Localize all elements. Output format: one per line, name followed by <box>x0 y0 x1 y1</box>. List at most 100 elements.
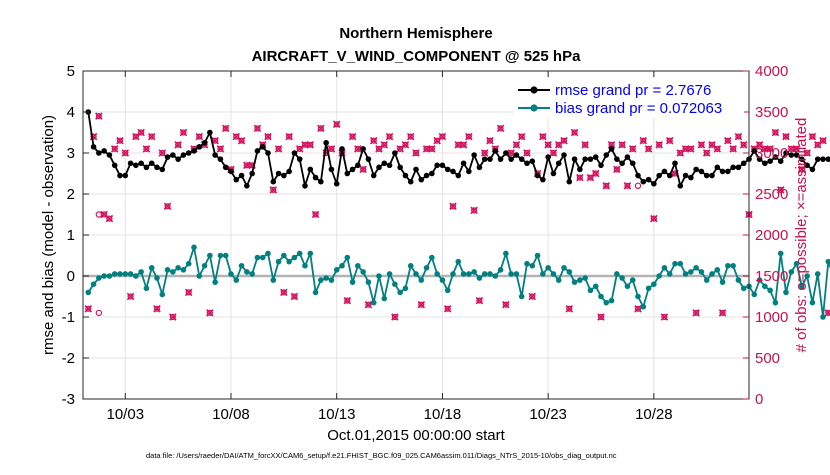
bias-point <box>413 271 419 277</box>
obs-possible-marker <box>439 133 446 140</box>
obs-possible-marker <box>819 137 827 144</box>
rmse-point <box>814 156 821 162</box>
bias-point <box>466 271 472 277</box>
obs-possible-marker <box>106 215 113 222</box>
rmse-point <box>555 160 562 167</box>
bias-point <box>286 258 292 265</box>
bias-point <box>275 258 282 265</box>
rmse-point <box>191 148 197 154</box>
obs-possible-marker <box>677 149 684 157</box>
bias-point <box>270 277 277 283</box>
bias-point <box>392 281 398 288</box>
bias-point <box>254 254 261 261</box>
bias-point <box>402 285 409 292</box>
obs-possible-marker <box>740 141 747 148</box>
bias-point <box>370 299 377 306</box>
bias-point <box>381 295 388 302</box>
obs-possible-marker <box>85 305 92 312</box>
obs-possible-marker <box>264 133 272 140</box>
rmse-point <box>333 180 340 187</box>
bias-point <box>503 250 509 257</box>
bias-point <box>471 269 477 275</box>
rmse-point <box>598 162 604 169</box>
bias-point <box>640 303 647 310</box>
obs-possible-marker <box>550 149 557 157</box>
rmse-point <box>96 150 102 156</box>
rmse-point <box>133 162 139 169</box>
rmse-point <box>587 156 594 162</box>
bias-point <box>677 260 684 267</box>
rmse-point <box>154 164 160 171</box>
rmse-point <box>804 162 810 169</box>
obs-possible-marker <box>809 133 816 140</box>
bias-point <box>524 260 530 267</box>
obs-possible-marker <box>640 137 647 144</box>
bias-point <box>439 277 446 283</box>
obs-possible-marker <box>471 207 478 214</box>
rmse-point <box>376 164 382 171</box>
rmse-point <box>434 162 440 169</box>
legend: rmse grand pr = 2.7676 bias grand pr = 0… <box>514 78 744 118</box>
rmse-point <box>207 129 213 136</box>
bias-point <box>540 271 546 277</box>
bias-point <box>561 265 567 271</box>
rmse-point <box>302 183 308 189</box>
y-tick-label: -2 <box>62 350 75 367</box>
obs-possible-marker <box>587 174 594 181</box>
rmse-point <box>661 168 668 175</box>
obs-possible-marker <box>349 133 356 140</box>
rmse-point <box>751 148 758 154</box>
rmse-point <box>656 172 662 179</box>
obs-possible-marker <box>481 149 488 157</box>
obs-possible-marker <box>365 301 372 308</box>
rmse-point <box>360 146 366 152</box>
data-file-footnote: data file: /Users/raeder/DAI/ATM_forcXX/… <box>146 451 617 460</box>
obs-possible-marker <box>138 129 145 136</box>
obs-possible-marker <box>502 301 509 308</box>
rmse-point <box>666 172 673 179</box>
obs-possible-marker <box>656 141 663 148</box>
bias-point <box>762 283 768 290</box>
rmse-point <box>513 152 520 158</box>
bias-point <box>323 275 329 281</box>
y-tick-label-right: 2500 <box>755 186 788 203</box>
rmse-point <box>487 156 493 162</box>
y-axis-label: rmse and bias (model - observation) <box>40 115 57 355</box>
y-tick-label-right: 0 <box>755 391 763 408</box>
obs-possible-marker <box>777 186 784 194</box>
obs-possible-marker <box>782 133 790 140</box>
obs-possible-marker <box>513 141 520 148</box>
obs-possible-marker <box>629 145 636 153</box>
rmse-point <box>682 172 689 179</box>
bias-point <box>555 277 562 283</box>
rmse-point <box>725 168 731 175</box>
obs-possible-marker <box>497 125 504 132</box>
rmse-point <box>703 172 710 179</box>
rmse-point <box>291 150 298 156</box>
rmse-point <box>196 144 203 150</box>
legend-bias-marker <box>530 104 538 112</box>
obs-possible-marker <box>375 145 383 153</box>
obs-possible-marker <box>560 137 568 144</box>
bias-point <box>196 273 203 279</box>
bias-point <box>228 271 234 277</box>
y-tick-label: 2 <box>67 186 75 203</box>
bias-point <box>148 265 155 271</box>
obs-possible-marker <box>460 141 467 148</box>
rmse-point <box>222 164 229 171</box>
obs-possible-marker <box>132 133 139 140</box>
obs-possible-marker <box>296 145 303 153</box>
obs-possible-marker <box>418 301 425 308</box>
obs-possible-marker <box>756 141 763 148</box>
bias-point <box>106 273 113 279</box>
rmse-point <box>444 166 451 173</box>
rmse-point <box>228 168 234 175</box>
obs-possible-marker <box>555 141 562 148</box>
y-tick-label: -3 <box>62 391 75 408</box>
obs-possible-marker <box>592 170 599 177</box>
bias-point <box>550 271 557 277</box>
rmse-point <box>709 172 715 179</box>
bias-point <box>709 271 715 277</box>
obs-possible-marker <box>624 182 631 189</box>
